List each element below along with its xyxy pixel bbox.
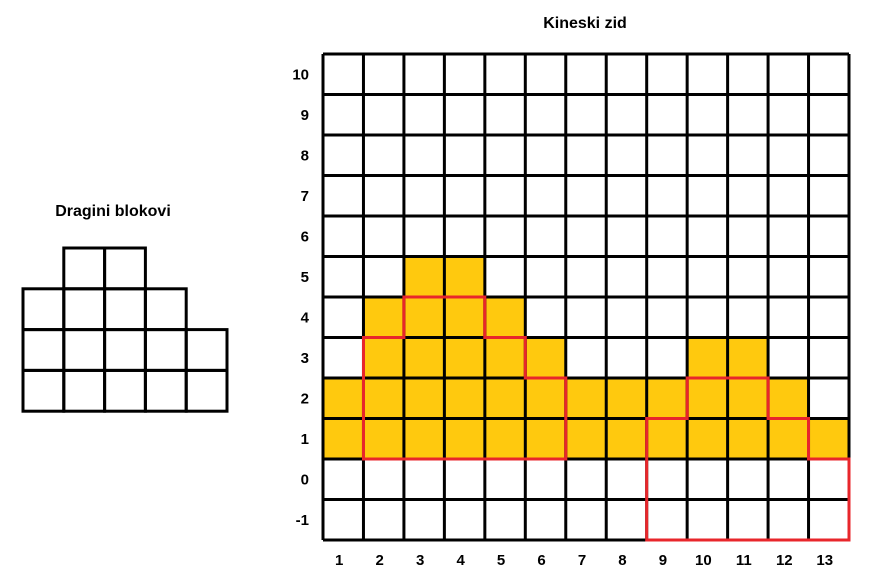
blocks-group — [21, 246, 229, 413]
filled-cell — [403, 256, 445, 297]
x-tick-label: 11 — [736, 552, 752, 569]
block-cell — [103, 368, 147, 413]
block-cell — [21, 368, 66, 413]
filled-cell — [323, 378, 364, 419]
x-tick-label: 12 — [776, 552, 793, 569]
block-cell — [103, 287, 147, 332]
filled-cell — [687, 337, 728, 378]
y-tick-label: 9 — [301, 107, 309, 124]
filled-cell — [565, 378, 607, 419]
filled-cell — [363, 297, 404, 338]
block-cell — [62, 368, 107, 413]
blocks-title: Dragini blokovi — [55, 203, 171, 220]
wall-fill — [323, 256, 849, 459]
x-tick-label: 10 — [695, 552, 712, 569]
filled-cell — [606, 418, 647, 459]
x-tick-label: 2 — [376, 552, 384, 569]
wall-title: Kineski zid — [543, 15, 627, 32]
y-tick-label: 10 — [292, 66, 309, 83]
y-tick-label: 4 — [301, 309, 310, 326]
filled-cell — [323, 418, 364, 459]
y-tick-label: 2 — [301, 390, 309, 407]
filled-cell — [768, 378, 809, 419]
filled-cell — [444, 256, 485, 297]
y-tick-label: 3 — [301, 350, 309, 367]
block-cell — [21, 287, 66, 332]
x-tick-label: 6 — [537, 552, 545, 569]
x-tick-label: 4 — [456, 552, 465, 569]
filled-cell — [444, 418, 485, 459]
filled-cell — [687, 378, 728, 419]
y-tick-label: 5 — [301, 269, 309, 286]
filled-cell — [768, 418, 809, 459]
block-cell — [103, 246, 147, 291]
block-cell — [184, 328, 229, 372]
block-cell — [143, 287, 188, 332]
outline-left-shape — [362, 295, 568, 461]
filled-cell — [727, 337, 769, 378]
filled-cell — [525, 337, 566, 378]
y-tick-label: 7 — [301, 188, 309, 205]
filled-cell — [403, 337, 445, 378]
block-cell — [103, 328, 147, 372]
y-tick-label: 0 — [301, 471, 309, 488]
filled-cell — [606, 378, 647, 419]
filled-cell — [687, 418, 728, 459]
outline-right-shape — [645, 376, 851, 542]
filled-cell — [403, 297, 445, 338]
block-cell — [62, 287, 107, 332]
wall-grid — [321, 52, 851, 542]
filled-cell — [444, 378, 485, 419]
filled-cell — [525, 418, 566, 459]
y-tick-label: 1 — [301, 431, 309, 448]
filled-cell — [403, 378, 445, 419]
y-tick-label: 8 — [301, 147, 309, 164]
filled-cell — [363, 337, 404, 378]
x-tick-label: 8 — [618, 552, 626, 569]
x-tick-label: 9 — [659, 552, 667, 569]
filled-cell — [646, 418, 688, 459]
block-cell — [143, 368, 188, 413]
filled-cell — [565, 418, 607, 459]
filled-cell — [727, 378, 769, 419]
filled-cell — [484, 337, 526, 378]
filled-cell — [363, 378, 404, 419]
x-tick-label: 3 — [416, 552, 424, 569]
wall-outlines — [362, 295, 851, 542]
filled-cell — [525, 378, 566, 419]
y-tick-label: -1 — [296, 512, 309, 529]
block-cell — [62, 328, 107, 372]
filled-cell — [363, 418, 404, 459]
y-tick-label: 6 — [301, 228, 309, 245]
block-cell — [143, 328, 188, 372]
filled-cell — [484, 418, 526, 459]
filled-cell — [808, 418, 849, 459]
filled-cell — [727, 418, 769, 459]
block-cell — [184, 368, 229, 413]
x-tick-label: 13 — [816, 552, 833, 569]
block-cell — [21, 328, 66, 372]
x-tick-label: 7 — [578, 552, 586, 569]
x-tick-label: 1 — [335, 552, 343, 569]
filled-cell — [484, 297, 526, 338]
filled-cell — [444, 297, 485, 338]
block-cell — [62, 246, 107, 291]
filled-cell — [403, 418, 445, 459]
filled-cell — [444, 337, 485, 378]
x-tick-label: 5 — [497, 552, 505, 569]
filled-cell — [646, 378, 688, 419]
x-axis-labels: 1 2 3 4 5 6 7 8 9 10 11 12 13 — [335, 552, 833, 569]
filled-cell — [484, 378, 526, 419]
